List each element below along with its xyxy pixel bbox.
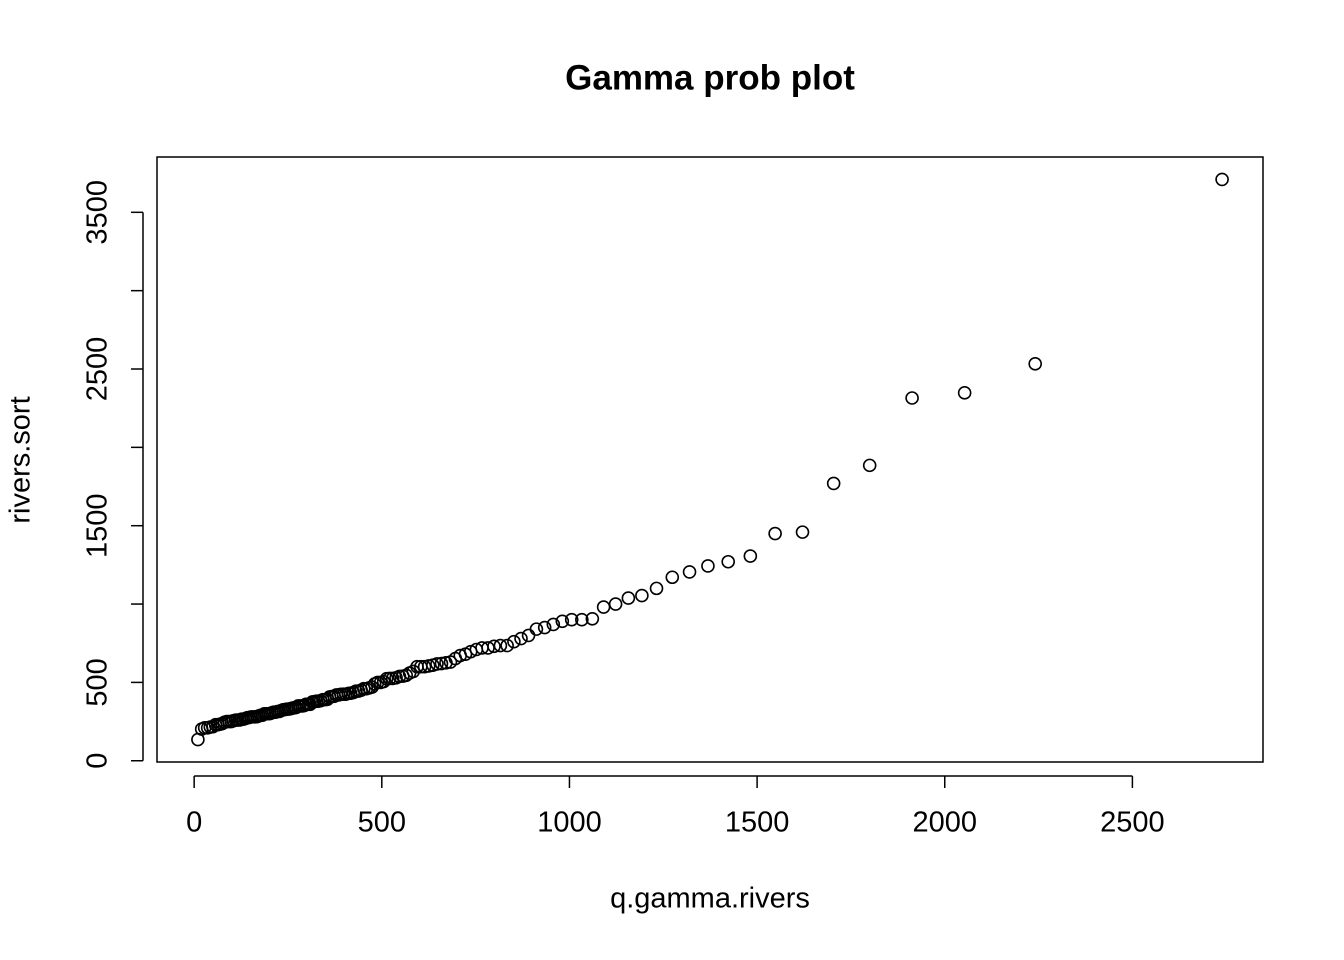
point (493, 638, 508, 653)
point (575, 612, 589, 627)
y-tick-label: 3500 (82, 180, 114, 245)
point (507, 634, 521, 649)
point (621, 591, 636, 605)
point (957, 386, 972, 400)
point (1028, 357, 1042, 371)
point (500, 638, 514, 653)
point (743, 549, 758, 563)
point (434, 656, 449, 671)
point (585, 611, 600, 626)
point (768, 526, 782, 541)
point (430, 657, 444, 671)
point (862, 458, 877, 473)
x-axis-label: q.gamma.rivers (610, 883, 810, 915)
x-tick-label: 2500 (1100, 807, 1165, 839)
point (608, 597, 623, 611)
point (521, 628, 536, 643)
point (721, 554, 736, 569)
point (555, 614, 570, 629)
y-tick-label: 2500 (82, 337, 114, 402)
point (665, 570, 680, 585)
point (826, 476, 841, 491)
point (701, 559, 715, 573)
point (529, 622, 544, 636)
point (564, 612, 579, 627)
point (1215, 172, 1229, 187)
y-tick-label: 1500 (82, 493, 114, 558)
plot-frame (156, 156, 1264, 763)
y-tick-label: 0 (82, 753, 114, 769)
point (795, 525, 810, 539)
point (905, 391, 919, 405)
x-tick-label: 2000 (912, 807, 977, 839)
y-tick-label: 500 (82, 658, 114, 706)
x-tick-label: 1500 (725, 807, 790, 839)
point (596, 600, 611, 614)
chart-title: Gamma prob plot (565, 58, 855, 97)
point (406, 664, 421, 679)
x-tick-label: 500 (358, 807, 406, 839)
y-axis-label: rivers.sort (5, 396, 37, 523)
x-tick-label: 1000 (537, 807, 602, 839)
point (635, 588, 649, 603)
x-tick-label: 0 (186, 807, 202, 839)
point (649, 581, 664, 596)
point (487, 639, 501, 654)
point (546, 617, 561, 632)
point (399, 668, 413, 683)
point (682, 565, 697, 579)
point (514, 631, 528, 646)
point (537, 620, 552, 635)
point (481, 641, 495, 655)
